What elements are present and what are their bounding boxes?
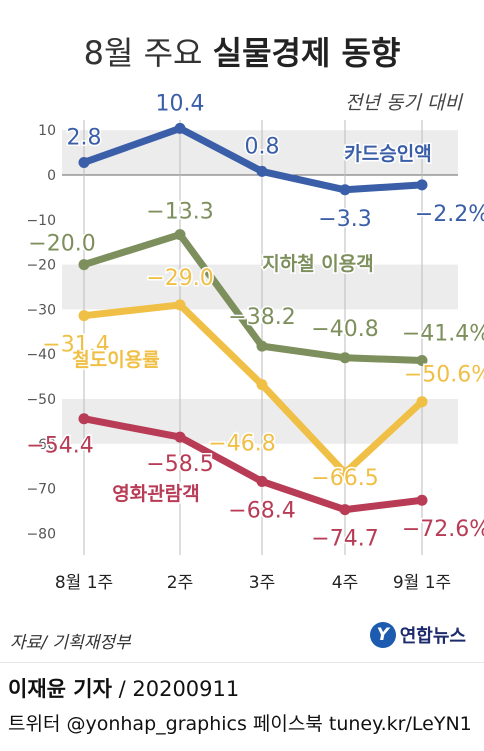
data-label: −72.6% [402,517,484,542]
data-point [256,165,268,177]
data-point [339,467,351,479]
data-point [78,413,90,425]
reporter-name: 이재윤 기자 [8,677,112,701]
data-label: 2.8 [67,125,102,150]
title-bold: 실물경제 동향 [212,34,401,72]
chart-subtitle: 전년 동기 대비 [345,92,462,114]
data-label: −41.4% [402,321,484,346]
footer: 이재윤 기자 / 20200911 트위터 @yonhap_graphics 페… [0,662,484,751]
data-label: −38.2 [228,305,295,330]
data-point [416,494,428,506]
social-line: 트위터 @yonhap_graphics 페이스북 tuney.kr/LeYN1 [8,713,472,735]
grid-band [62,399,458,444]
data-label: −58.5 [146,452,213,477]
data-point [339,504,351,516]
data-label: 10.4 [156,91,205,116]
data-label: −50.6% [404,363,484,388]
data-point [174,122,186,134]
y-tick-label: −60 [26,437,56,453]
data-label: −66.5 [311,466,378,491]
x-tick-label: 2주 [167,573,193,593]
series-label: 카드승인액 [344,143,431,165]
grid-band [62,264,458,310]
data-label: −74.7 [311,527,378,552]
data-label: −3.3 [318,207,371,232]
title-prefix: 8월 주요 [83,34,203,72]
data-label: −20.0 [28,232,95,257]
x-tick-label: 8월 1주 [55,573,113,593]
y-tick-label: −80 [26,526,56,542]
data-label: −29.0 [146,266,213,291]
line-chart: 10 0 −10 −20 −30 −40 −50 −60 −70 −80 8월 1주 2주 3주 4주 9월… [25,90,484,593]
reporter-line: 이재윤 기자 / 20200911 [8,673,239,703]
x-tick-label: 4주 [332,573,358,593]
y-tick-label: 10 [38,123,56,139]
data-point [174,299,186,311]
data-point [78,310,90,322]
yonhap-logo-icon: Y [369,622,396,648]
data-point [416,354,428,366]
data-point [339,184,351,196]
data-label: −13.3 [146,200,213,225]
data-label: −54.4 [26,434,93,459]
data-point [339,352,351,364]
data-point [416,396,428,408]
series-label: 지하철 이용객 [262,253,374,275]
data-point [416,179,428,191]
data-point [256,379,268,391]
data-point [256,475,268,487]
page-title: 8월 주요 실물경제 동향 [0,28,484,74]
x-tick-label: 9월 1주 [393,573,451,593]
y-tick-label: −10 [26,213,56,229]
reporter-date: / 20200911 [118,677,240,701]
data-label: −68.4 [228,498,295,523]
y-tick-label: −50 [26,392,56,408]
y-tick-label: −20 [26,258,56,274]
y-tick-label: 0 [47,168,56,184]
y-tick-label: −70 [26,482,56,498]
data-label: −40.8 [311,317,378,342]
x-tick-label: 3주 [249,573,275,593]
data-label: −31.4 [42,333,109,358]
data-label: 0.8 [245,134,280,159]
brand-name: 연합뉴스 [399,626,466,647]
data-point [78,259,90,271]
data-point [256,340,268,352]
data-point [78,156,90,168]
series-label: 철도이용률 [72,349,159,371]
brand-logo: Y 연합뉴스 [369,622,466,648]
series-label: 영화관람객 [112,483,199,505]
data-point [174,229,186,241]
data-label: −46.8 [208,432,275,457]
y-tick-label: −40 [26,347,56,363]
data-label: −2.2% [415,202,484,227]
data-point [174,431,186,443]
y-tick-label: −30 [26,302,56,318]
source-note: 자료/ 기획재정부 [10,633,131,653]
